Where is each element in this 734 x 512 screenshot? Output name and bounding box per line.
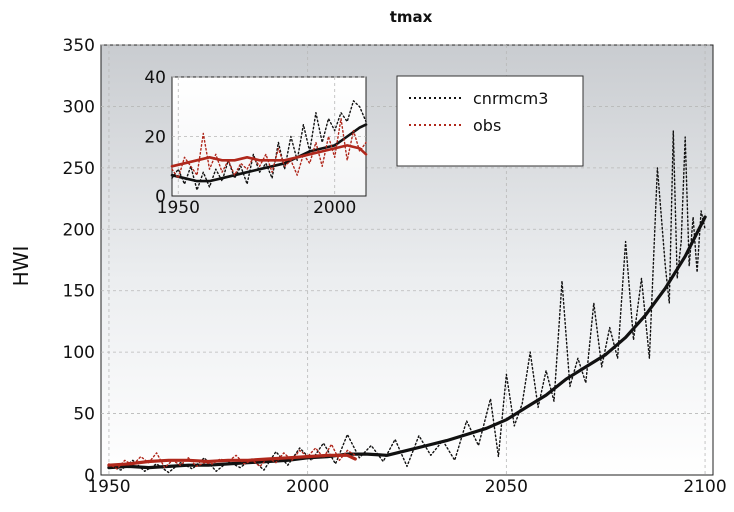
inset-y-tick-label: 20: [144, 128, 166, 148]
main-y-tick-label: 100: [63, 343, 95, 363]
main-x-tick-label: 2000: [286, 477, 329, 497]
inset-series-1-smoothed-trend: [170, 123, 368, 183]
main-x-tick-label: 2050: [485, 477, 528, 497]
main-series-0-cnrmcm3-raw: [108, 130, 706, 474]
inset-series-2-obs-raw: [171, 117, 367, 179]
inset-y-ticks: 0 20 40: [144, 68, 166, 207]
main-y-tick-label: 350: [63, 36, 95, 56]
legend: cnrmcm3 obs: [396, 75, 584, 167]
inset-series-3-smoothed-trend: [170, 144, 368, 168]
inset-x-tick-label: 1950: [157, 198, 200, 218]
main-y-tick-label: 0: [84, 466, 95, 486]
inset-series-0-cnrmcm3-raw: [171, 100, 367, 191]
inset-y-tick-label: 0: [155, 187, 166, 207]
inset-x-ticks: 1950 2000: [157, 198, 357, 218]
main-x-ticks: 1950 2000 2050 2100: [87, 477, 726, 497]
inset-plot: 1950 2000 0 20 40: [144, 68, 368, 218]
main-y-ticks: 0 50 100 150 200 250 300 350: [63, 36, 95, 486]
main-y-tick-label: 200: [63, 220, 95, 240]
inset-series: [170, 100, 368, 191]
inset-y-tick-label: 40: [144, 68, 166, 88]
legend-label-cnrmcm3: cnrmcm3: [473, 89, 548, 108]
main-x-tick-label: 1950: [87, 477, 130, 497]
legend-box: [396, 75, 584, 167]
main-y-tick-label: 150: [63, 282, 95, 302]
main-series-2-obs-raw: [108, 443, 356, 470]
legend-label-obs: obs: [473, 116, 501, 135]
main-series-1-smoothed-trend: [107, 215, 707, 470]
inset-x-tick-label: 2000: [313, 198, 356, 218]
main-series: [107, 130, 707, 474]
y-axis-label: HWI: [9, 246, 33, 287]
main-y-tick-label: 50: [73, 405, 95, 425]
main-series-3-smoothed-trend: [107, 453, 357, 467]
main-y-tick-label: 250: [63, 159, 95, 179]
chart-title: tmax: [390, 8, 433, 26]
main-x-tick-label: 2100: [683, 477, 726, 497]
main-y-tick-label: 300: [63, 97, 95, 117]
